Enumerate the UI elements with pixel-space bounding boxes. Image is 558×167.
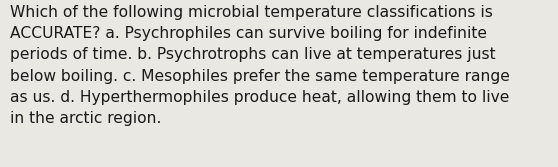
Text: Which of the following microbial temperature classifications is
ACCURATE? a. Psy: Which of the following microbial tempera… xyxy=(10,5,510,126)
